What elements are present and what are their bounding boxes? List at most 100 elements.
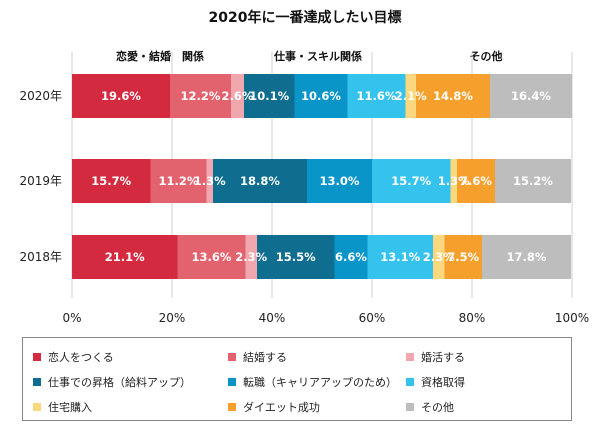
bar-segment xyxy=(433,235,445,279)
data-label: 16.4% xyxy=(511,89,551,103)
legend-item: 恋人をつくる xyxy=(33,344,228,369)
bar-segment xyxy=(416,74,490,118)
legend-label: 資格取得 xyxy=(421,375,465,389)
value-labels: 19.6% 12.2% 2.6%10.1% 10.6% 11.6%2.1% 14.8% 16… xyxy=(91,89,553,264)
data-label: 15.7% xyxy=(391,174,431,188)
data-label: 6.6% xyxy=(335,250,367,264)
legend-label: 婚活する xyxy=(421,350,465,364)
data-label: 19.6% xyxy=(101,89,141,103)
x-tick-label: 20% xyxy=(159,311,186,325)
legend-label: その他 xyxy=(421,400,454,414)
data-label: 7.5% xyxy=(447,250,479,264)
bar-segment xyxy=(457,159,495,203)
data-label: 10.6% xyxy=(301,89,341,103)
legend-swatch xyxy=(33,402,41,411)
bar-segment xyxy=(405,74,416,118)
legend-swatch xyxy=(33,377,41,386)
legend-item: その他 xyxy=(406,394,556,419)
bar-segment xyxy=(72,74,170,118)
data-label: 13.1% xyxy=(380,250,420,264)
bars xyxy=(72,74,572,279)
category-label: 2020年 xyxy=(19,89,62,103)
bar-segment xyxy=(72,159,151,203)
data-label: 2.6% xyxy=(222,89,254,103)
legend: 恋人をつくる 結婚する 婚活する仕事での昇格（給料アップ） 転職（キャリアアップのため… xyxy=(22,337,572,421)
legend-label: 住宅購入 xyxy=(48,400,92,414)
bar-segment xyxy=(307,159,372,203)
data-label: 15.2% xyxy=(513,174,553,188)
legend-item: 転職（キャリアアップのため） xyxy=(228,369,406,394)
legend-label: 結婚する xyxy=(243,350,287,364)
data-label: 14.8% xyxy=(433,89,473,103)
group-label: 仕事・スキル関係 xyxy=(273,49,362,63)
data-label: 1.3% xyxy=(194,174,226,188)
bar-segment xyxy=(294,74,348,118)
legend-swatch xyxy=(228,377,236,386)
bar-segment xyxy=(245,235,257,279)
data-label: 2.3% xyxy=(423,250,455,264)
legend-item: 結婚する xyxy=(228,344,406,369)
data-label: 17.8% xyxy=(507,250,547,264)
legend-swatch xyxy=(406,377,414,386)
data-label: 2.3% xyxy=(235,250,267,264)
data-label: 12.2% xyxy=(181,89,221,103)
category-label: 2018年 xyxy=(19,250,62,264)
group-label: その他 xyxy=(470,49,503,63)
x-tick-label: 100% xyxy=(555,311,589,325)
bar-segment xyxy=(257,235,335,279)
bar-segment xyxy=(372,159,451,203)
bar-segment xyxy=(72,235,178,279)
bar-segment xyxy=(206,159,213,203)
x-tick-label: 60% xyxy=(359,311,386,325)
x-tick-label: 0% xyxy=(62,311,81,325)
stacked-bar-chart: 2020年に一番達成したい目標 恋愛・結婚 関係 仕事・スキル関係 その他 19.6… xyxy=(19,9,589,325)
legend-swatch xyxy=(406,402,414,411)
legend-swatch xyxy=(228,402,236,411)
bar-segment xyxy=(367,235,433,279)
x-tick-label: 40% xyxy=(259,311,286,325)
x-axis-tick-labels: 0% 20% 40% 60% 80% 100% xyxy=(62,311,589,325)
chart-title: 2020年に一番達成したい目標 xyxy=(209,9,402,26)
data-label: 10.1% xyxy=(249,89,289,103)
data-label: 11.2% xyxy=(159,174,199,188)
category-label: 2019年 xyxy=(19,174,62,188)
data-label: 15.7% xyxy=(91,174,131,188)
legend-label: 仕事での昇格（給料アップ） xyxy=(48,375,191,389)
bar-segment xyxy=(450,159,457,203)
data-label: 2.1% xyxy=(395,89,427,103)
bar-segment xyxy=(170,74,231,118)
data-label: 15.5% xyxy=(276,250,316,264)
group-label: 恋愛・結婚 関係 xyxy=(116,49,204,63)
data-label: 21.1% xyxy=(105,250,145,264)
legend-swatch xyxy=(228,352,236,361)
x-tick-label: 80% xyxy=(459,311,486,325)
data-label: 7.6% xyxy=(460,174,492,188)
bar-segment xyxy=(347,74,406,118)
bar-segment xyxy=(150,159,207,203)
bar-segment xyxy=(490,74,572,118)
bar-segment xyxy=(177,235,246,279)
legend-label: ダイエット成功 xyxy=(243,400,320,414)
bar-segment xyxy=(231,74,244,118)
bar-segment xyxy=(495,159,571,203)
bar-segment xyxy=(334,235,368,279)
legend-item: 仕事での昇格（給料アップ） xyxy=(33,369,228,394)
data-label: 11.6% xyxy=(357,89,397,103)
legend-item: 住宅購入 xyxy=(33,394,228,419)
group-labels: 恋愛・結婚 関係 仕事・スキル関係 その他 xyxy=(116,49,503,63)
category-labels: 2020年 2019年 2018年 xyxy=(19,89,62,264)
bar-segment xyxy=(444,235,482,279)
bar-segment xyxy=(482,235,571,279)
legend-label: 恋人をつくる xyxy=(48,350,114,364)
legend-item: 婚活する xyxy=(406,344,556,369)
bar-segment xyxy=(244,74,295,118)
bar-segment xyxy=(213,159,307,203)
legend-item: 資格取得 xyxy=(406,369,556,394)
legend-item: ダイエット成功 xyxy=(228,394,406,419)
legend-label: 転職（キャリアアップのため） xyxy=(243,375,397,389)
data-label: 1.3% xyxy=(438,174,470,188)
data-label: 18.8% xyxy=(240,174,280,188)
data-label: 13.6% xyxy=(192,250,232,264)
legend-swatch xyxy=(33,352,41,361)
legend-swatch xyxy=(406,352,414,361)
